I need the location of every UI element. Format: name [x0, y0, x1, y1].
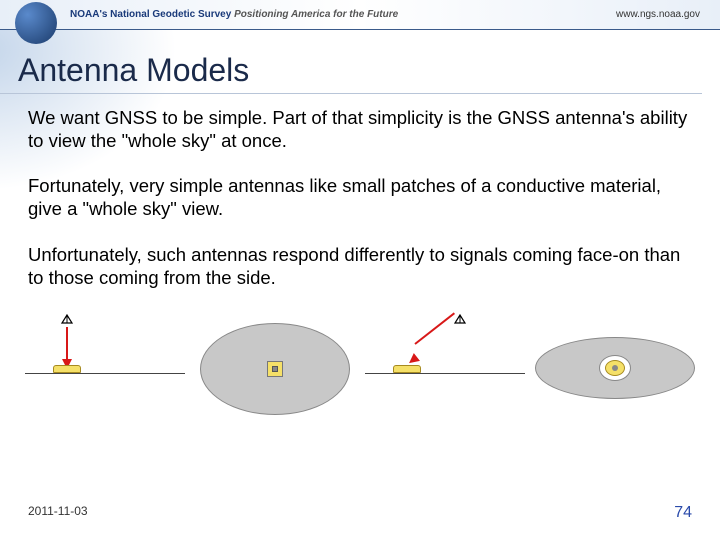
footer: 2011-11-03 74	[0, 504, 720, 522]
brand-tagline: Positioning America for the Future	[234, 9, 398, 20]
body-text: We want GNSS to be simple. Part of that …	[0, 94, 720, 289]
diagram-area	[0, 311, 720, 425]
slide-title: Antenna Models	[0, 30, 702, 94]
diagram-top-weak	[535, 315, 695, 425]
diagram-side-overhead	[25, 315, 185, 425]
diagram-side-oblique	[365, 315, 525, 425]
brand-text: NOAA's National Geodetic Survey Position…	[70, 9, 398, 20]
antenna-patch	[53, 365, 81, 373]
paragraph-3: Unfortunately, such antennas respond dif…	[28, 243, 692, 289]
signal-arrow-icon	[414, 312, 455, 344]
antenna-patch	[393, 365, 421, 373]
paragraph-2: Fortunately, very simple antennas like s…	[28, 174, 692, 220]
signal-arrow-icon	[66, 327, 68, 363]
antenna-dot	[612, 365, 618, 371]
header-bar: NOAA's National Geodetic Survey Position…	[0, 0, 720, 30]
header-url: www.ngs.noaa.gov	[616, 9, 700, 20]
satellite-icon	[453, 313, 467, 328]
ground-line	[25, 373, 185, 374]
brand-bold: NOAA's National Geodetic Survey	[70, 9, 231, 20]
ground-line	[365, 373, 525, 374]
antenna-center	[272, 366, 278, 372]
diagram-top-strong	[195, 315, 355, 425]
noaa-logo-icon	[15, 2, 57, 44]
footer-date: 2011-11-03	[28, 504, 88, 522]
satellite-icon	[60, 313, 74, 328]
page-number: 74	[674, 504, 692, 522]
paragraph-1: We want GNSS to be simple. Part of that …	[28, 106, 692, 152]
